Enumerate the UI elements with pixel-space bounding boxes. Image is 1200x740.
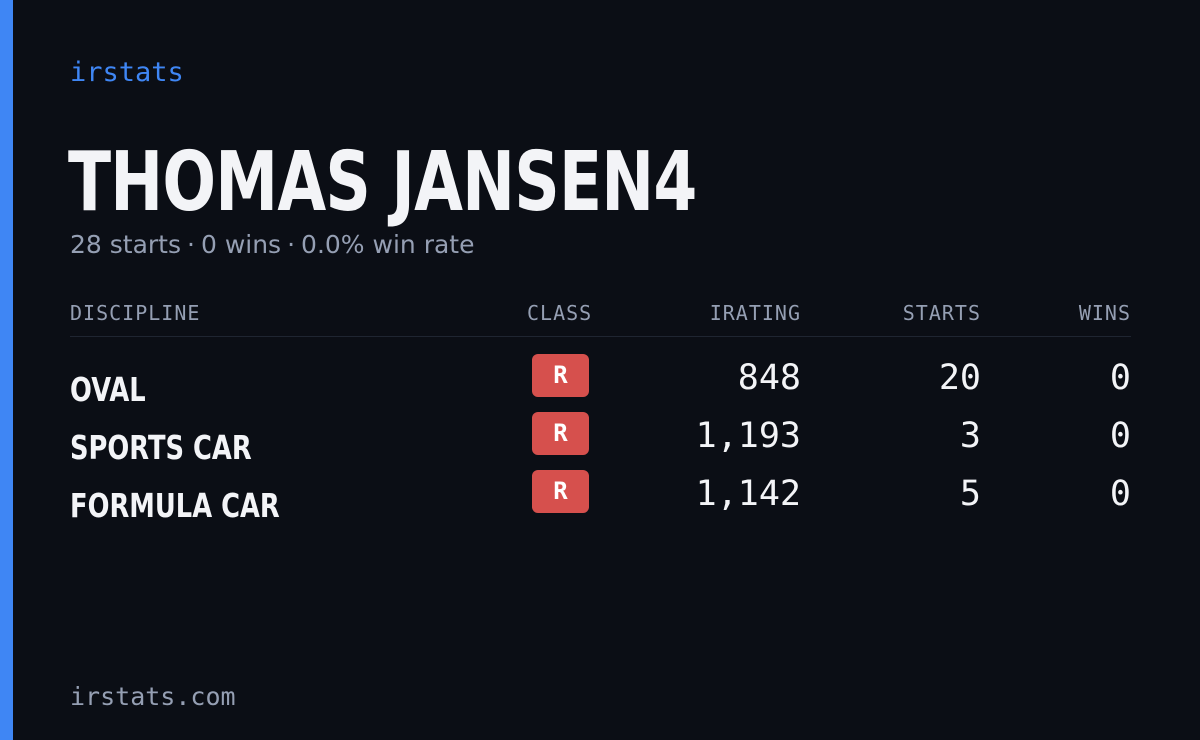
summary-starts: 28 starts [70, 230, 182, 259]
brand-logo: irstats [70, 57, 184, 88]
table-row: OVAL R 848 20 0 [70, 354, 1131, 412]
career-summary: 28 starts · 0 wins · 0.0% win rate [70, 228, 474, 262]
header-discipline: DISCIPLINE [70, 301, 201, 325]
summary-win-rate: 0.0% win rate [301, 230, 475, 259]
wins-value: 0 [1109, 358, 1131, 398]
accent-bar [0, 0, 13, 740]
discipline-name: FORMULA CAR [70, 486, 280, 525]
table-row: FORMULA CAR R 1,142 5 0 [70, 470, 1131, 528]
header-class: CLASS [527, 301, 593, 325]
class-badge: R [532, 412, 589, 455]
discipline-name: SPORTS CAR [70, 428, 252, 467]
irating-value: 848 [737, 358, 801, 398]
driver-name: THOMAS JANSEN4 [68, 135, 697, 230]
wins-value: 0 [1109, 416, 1131, 456]
summary-separator: · [187, 230, 195, 259]
header-wins: WINS [1078, 301, 1131, 325]
table-row: SPORTS CAR R 1,193 3 0 [70, 412, 1131, 470]
header-starts: STARTS [902, 301, 981, 325]
class-badge: R [532, 470, 589, 513]
starts-value: 20 [938, 358, 981, 398]
starts-value: 3 [959, 416, 981, 456]
footer-url: irstats.com [70, 682, 236, 711]
header-irating: IRATING [709, 301, 801, 325]
starts-value: 5 [959, 474, 981, 514]
wins-value: 0 [1109, 474, 1131, 514]
summary-wins: 0 wins [200, 230, 282, 259]
irating-value: 1,193 [695, 416, 801, 456]
irating-value: 1,142 [695, 474, 801, 514]
class-badge: R [532, 354, 589, 397]
header-divider [70, 336, 1131, 337]
discipline-name: OVAL [70, 370, 146, 409]
summary-separator: · [287, 230, 296, 259]
